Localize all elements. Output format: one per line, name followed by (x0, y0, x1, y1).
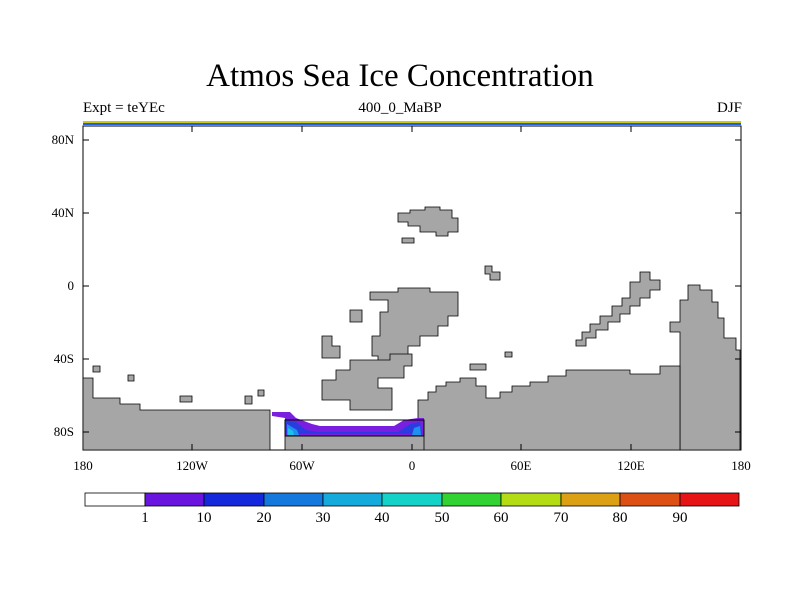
x-label-120w: 120W (176, 458, 208, 473)
colorbar-label-50: 50 (434, 510, 450, 526)
colorbar-label-10: 10 (196, 510, 212, 526)
landmass-island-a (401, 237, 415, 244)
season-label: DJF (716, 100, 742, 116)
land-masses (82, 206, 741, 451)
sea-ice-band-middle (286, 420, 422, 434)
landmass-small-1 (504, 351, 513, 358)
landmass-small-4 (127, 374, 135, 382)
x-label-180w: 180 (73, 458, 93, 473)
map-title: Atmos Sea Ice Concentration (206, 58, 594, 94)
landmass-north (397, 206, 459, 237)
landmass-central-a (369, 287, 459, 367)
sea-ice-box-outline (284, 419, 425, 437)
y-label-40s: 40S (53, 351, 74, 366)
landmass-central-d (321, 353, 413, 411)
sea-ice-band-outer (272, 412, 424, 436)
top-stripe-yellow (83, 121, 741, 123)
landmass-small-6 (257, 389, 265, 397)
colorbar-label-20: 20 (256, 510, 272, 526)
y-label-40n: 40N (51, 205, 74, 220)
landmass-small-2 (469, 363, 487, 371)
y-label-80s: 80S (53, 424, 74, 439)
sea-ice-patch-west (288, 428, 294, 435)
colorbar-label-90: 90 (672, 510, 688, 526)
colorbar (84, 492, 740, 507)
colorbar-box-10 (679, 492, 740, 507)
colorbar-box-0 (84, 492, 146, 507)
colorbar-label-70: 70 (553, 510, 569, 526)
colorbar-box-2 (203, 492, 265, 507)
colorbar-label-60: 60 (493, 510, 509, 526)
landmass-south-band (82, 377, 271, 451)
colorbar-label-30: 30 (315, 510, 331, 526)
sea-ice (272, 412, 425, 437)
colorbar-label-80: 80 (612, 510, 628, 526)
landmass-south-east (417, 365, 681, 451)
colorbar-box-5 (381, 492, 443, 507)
period-label: 400_0_MaBP (358, 100, 442, 116)
colorbar-box-3 (263, 492, 324, 507)
colorbar-box-1 (144, 492, 205, 507)
landmass-central-c (321, 335, 341, 359)
sea-ice-core-east (412, 426, 421, 435)
landmass-island-b (484, 265, 501, 281)
y-label-80n: 80N (51, 132, 74, 147)
axis-ticks (83, 126, 741, 450)
landmass-far-east (669, 284, 741, 451)
colorbar-box-9 (619, 492, 681, 507)
landmass-small-7 (179, 395, 193, 403)
colorbar-box-7 (500, 492, 562, 507)
experiment-label: Expt = teYEc (83, 100, 165, 116)
landmass-east-arm (575, 271, 661, 347)
x-label-60w: 60W (289, 458, 315, 473)
colorbar-box-6 (441, 492, 502, 507)
landmass-small-3 (92, 365, 101, 373)
colorbar-label-1: 1 (141, 510, 149, 526)
landmass-south-center (284, 435, 425, 451)
colorbar-box-4 (322, 492, 383, 507)
x-label-180e: 180 (731, 458, 751, 473)
x-label-120e: 120E (617, 458, 645, 473)
x-label-0: 0 (408, 458, 416, 473)
colorbar-label-40: 40 (374, 510, 390, 526)
landmass-small-5 (244, 395, 253, 405)
landmass-central-b (349, 309, 363, 323)
y-label-0: 0 (67, 278, 75, 293)
x-label-60e: 60E (510, 458, 532, 473)
top-stripe-blue (83, 123, 741, 125)
colorbar-box-8 (560, 492, 621, 507)
